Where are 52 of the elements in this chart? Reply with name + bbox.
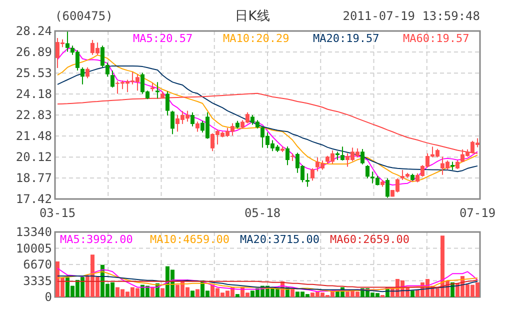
candlestick	[190, 112, 194, 127]
line-series	[57, 276, 478, 292]
line-series	[57, 65, 478, 172]
text: MA20:3715.00	[240, 233, 320, 246]
y-tick-label: 0	[44, 290, 52, 304]
candlestick	[310, 168, 314, 182]
bar	[160, 288, 164, 297]
line-series	[57, 279, 478, 288]
text: MA5:3992.00	[60, 233, 133, 246]
candlestick	[110, 70, 114, 88]
y-tick-label: 26.89	[16, 44, 52, 59]
bar	[410, 290, 414, 297]
candlestick	[286, 146, 290, 166]
bar	[236, 294, 240, 297]
y-tick-label: 22.83	[16, 108, 52, 122]
text: MA20:19.57	[313, 32, 380, 45]
y-tick-label: 6670	[23, 258, 52, 272]
candlestick	[66, 31, 70, 52]
text: MA5:20.57	[133, 32, 193, 45]
y-tick-label: 10005	[16, 241, 52, 256]
text: MA60:2659.00	[330, 233, 410, 246]
text: 2011-07-19 13:59:48	[342, 9, 480, 23]
candlestick	[86, 66, 90, 79]
y-tick-label: 13340	[16, 225, 52, 239]
y-tick-label: 18.77	[16, 171, 52, 186]
y-tick-label: 17.42	[16, 192, 52, 206]
x-tick-label: 03-15	[39, 206, 76, 220]
y-tick-label: 3335	[23, 274, 52, 288]
x-tick-label: 07-19	[459, 206, 496, 220]
text: MA10:4659.00	[150, 233, 230, 246]
candlestick	[360, 148, 364, 165]
bar	[196, 289, 200, 297]
candlestick	[166, 90, 170, 116]
candlestick	[156, 82, 160, 99]
y-tick-label: 25.53	[16, 66, 52, 80]
candlestick	[80, 66, 84, 85]
y-tick-label: 21.48	[16, 128, 52, 143]
text: (600475)	[55, 9, 113, 23]
candlestick	[306, 172, 310, 188]
text: MA60:19.57	[403, 32, 470, 45]
candlestick	[196, 121, 200, 132]
chart-title: 日K线	[235, 9, 270, 24]
text: MA10:20.29	[223, 32, 290, 45]
y-tick-label: 24.18	[16, 87, 52, 102]
candlestick	[340, 146, 344, 161]
bar	[190, 290, 194, 297]
candlestick	[386, 178, 390, 198]
y-tick-label: 28.24	[16, 24, 52, 38]
x-tick-label: 05-18	[244, 206, 281, 220]
candlestick	[170, 110, 174, 135]
candlestick	[366, 164, 370, 179]
y-tick-label: 20.12	[16, 150, 52, 164]
